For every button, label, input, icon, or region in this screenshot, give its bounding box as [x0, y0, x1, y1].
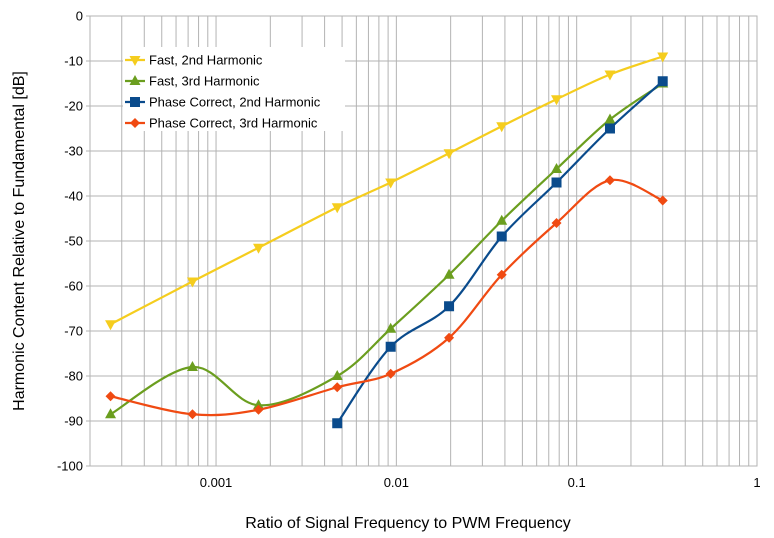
data-point [444, 332, 455, 343]
data-point [657, 195, 668, 206]
data-point [253, 243, 265, 254]
data-point [551, 177, 562, 188]
data-point [657, 76, 668, 87]
data-point [187, 409, 198, 420]
y-tick-label: 0 [76, 9, 83, 24]
data-point [105, 391, 116, 402]
data-point [331, 370, 343, 380]
data-point [332, 382, 343, 393]
data-point [443, 149, 455, 160]
y-axis-ticks: 0 -10 -20 -30 -40 -50 -60 -70 -80 -90 -100 [57, 9, 90, 474]
series-2 [105, 77, 669, 419]
y-tick-label: -30 [64, 144, 83, 159]
data-point [496, 214, 508, 225]
data-point [385, 322, 397, 333]
series-4 [105, 175, 668, 420]
x-tick-label: 0.01 [384, 475, 409, 490]
series-1 [105, 52, 669, 331]
legend-label: Fast, 3rd Harmonic [149, 74, 260, 89]
legend-marker [129, 75, 141, 85]
data-point [444, 301, 455, 312]
data-point [604, 70, 616, 81]
legend-label: Fast, 2nd Harmonic [149, 53, 263, 68]
x-axis-ticks: 0.001 0.01 0.1 1 [200, 475, 761, 490]
series-line [109, 178, 664, 417]
x-tick-label: 0.001 [200, 475, 233, 490]
legend-marker [130, 97, 140, 107]
x-axis-title: Ratio of Signal Frequency to PWM Frequen… [245, 515, 570, 532]
data-point [551, 95, 563, 106]
x-tick-label: 0.1 [568, 475, 586, 490]
data-point [657, 52, 669, 63]
data-point [105, 320, 117, 331]
y-tick-label: -100 [57, 459, 83, 474]
data-point [443, 268, 455, 279]
y-tick-label: -80 [64, 369, 83, 384]
y-tick-label: -40 [64, 189, 83, 204]
y-tick-label: -10 [64, 54, 83, 69]
y-tick-label: -60 [64, 279, 83, 294]
data-point [496, 122, 508, 133]
data-point [604, 113, 616, 124]
x-tick-label: 1 [753, 475, 760, 490]
series-layer [105, 52, 669, 429]
data-point [253, 399, 265, 410]
data-point [186, 361, 198, 371]
data-point [551, 218, 562, 228]
y-tick-label: -90 [64, 414, 83, 429]
legend-box [123, 47, 345, 131]
y-tick-label: -70 [64, 324, 83, 339]
data-point [496, 269, 507, 280]
y-tick-label: -20 [64, 99, 83, 114]
series-line [109, 82, 664, 416]
legend: Fast, 2nd Harmonic Fast, 3rd Harmonic Phas… [123, 47, 345, 131]
y-axis-title: Harmonic Content Relative to Fundamental… [11, 71, 28, 411]
data-point [551, 163, 563, 173]
legend-marker [130, 118, 140, 128]
legend-label: Phase Correct, 2nd Harmonic [149, 95, 321, 110]
data-point [604, 175, 615, 186]
y-tick-label: -50 [64, 234, 83, 249]
data-point [332, 418, 343, 429]
series-line [109, 55, 664, 326]
data-point [186, 277, 198, 288]
legend-label: Phase Correct, 3rd Harmonic [149, 116, 318, 131]
data-point [385, 341, 396, 352]
data-point [331, 203, 343, 214]
data-point [105, 408, 117, 419]
data-point [385, 178, 397, 189]
data-point [385, 368, 396, 379]
data-point [604, 123, 615, 134]
data-point [496, 231, 507, 242]
data-point [253, 404, 264, 415]
legend-marker [129, 56, 141, 66]
series-3 [332, 76, 668, 429]
